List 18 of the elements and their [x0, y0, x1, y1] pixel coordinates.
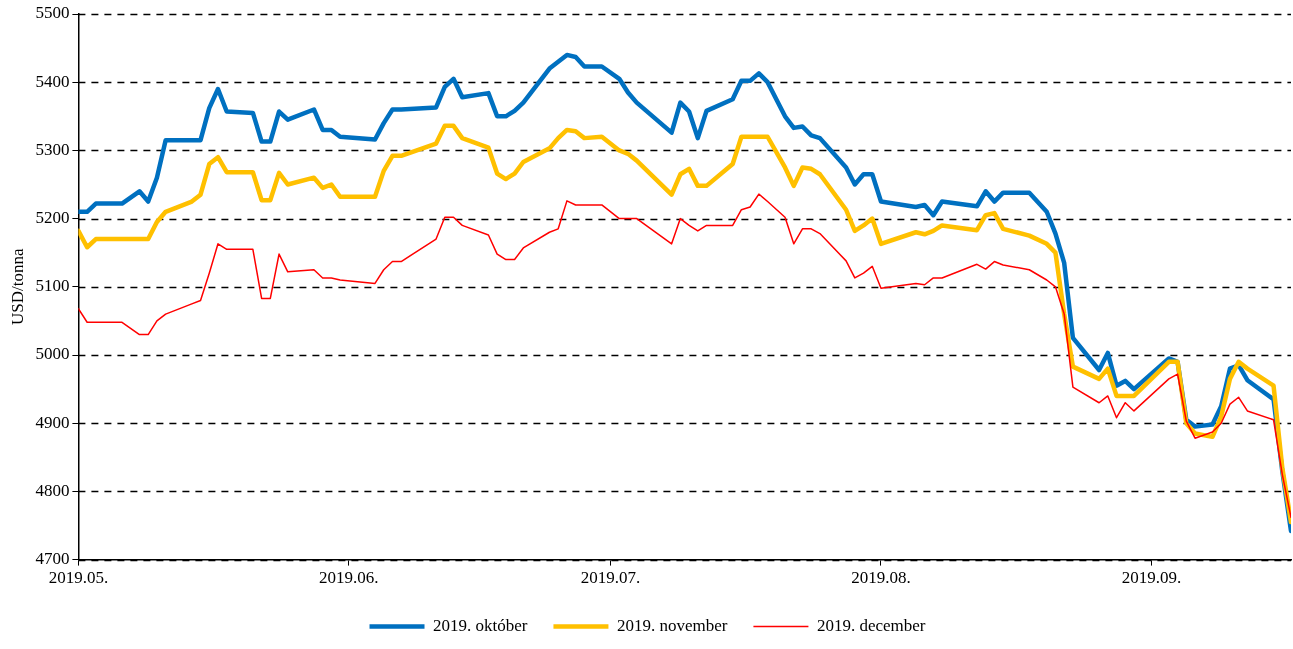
y-tick-label: 4800 [35, 480, 70, 500]
y-tick-label: 5500 [35, 3, 70, 23]
x-tick-label: 2019.08. [851, 568, 911, 588]
y-tick-label: 4900 [35, 412, 70, 432]
y-tick-label: 5100 [35, 276, 70, 296]
legend-label: 2019. december [816, 615, 926, 635]
y-tick-label: 5200 [35, 208, 70, 228]
x-tick-label: 2019.05. [48, 568, 109, 588]
y-axis-title: USD/tonna [7, 248, 27, 326]
legend-label: 2019. október [433, 615, 528, 635]
y-tick-label: 5000 [35, 344, 70, 364]
y-tick-label: 5300 [35, 139, 70, 159]
y-tick-label: 4700 [35, 549, 70, 569]
y-tick-label: 5400 [35, 71, 70, 91]
x-tick-label: 2019.09. [1121, 568, 1182, 588]
x-tick-label: 2019.07. [580, 568, 641, 588]
x-tick-label: 2019.06. [319, 568, 379, 588]
legend-label: 2019. november [616, 615, 728, 635]
